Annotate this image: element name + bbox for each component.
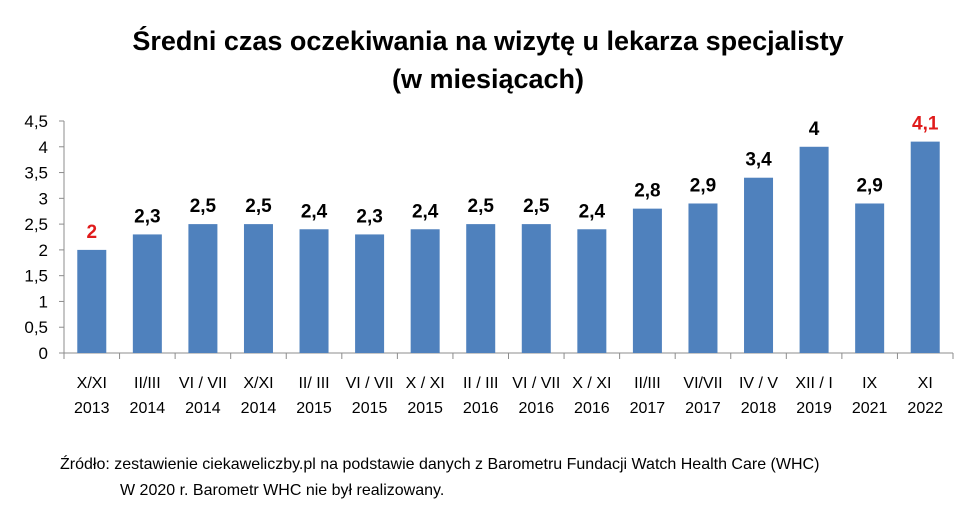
data-label: 2,9 [856, 175, 882, 196]
data-label: 2,5 [190, 196, 217, 217]
x-tick-label-period: X / XI [406, 375, 445, 392]
y-tick-label: 1,5 [24, 267, 48, 286]
bar [521, 224, 551, 353]
x-tick-label-year: 2016 [463, 400, 499, 417]
bar [77, 249, 107, 353]
bar [410, 229, 440, 353]
x-tick-label-year: 2013 [74, 400, 110, 417]
x-tick-label-year: 2017 [685, 400, 721, 417]
x-tick-label-year: 2018 [741, 400, 777, 417]
bar [299, 229, 329, 353]
data-label: 4,1 [912, 114, 939, 135]
chart-title-line2: (w miesiącach) [391, 64, 585, 94]
bar [243, 224, 273, 353]
x-tick-label-period: VI / VII [512, 375, 560, 392]
bar [632, 208, 662, 353]
data-label: 2,5 [468, 196, 495, 217]
bars [77, 141, 940, 353]
x-tick-labels: X/XI 2013 II/III 2014 VI / VII 2014 X/XI 2014 II… [74, 375, 943, 417]
x-tick-label-year: 2017 [630, 400, 666, 417]
data-label: 2,8 [634, 181, 660, 202]
y-tick-labels: 0 0,5 1 1,5 2 2,5 3 3,5 4 4,5 [24, 112, 48, 363]
x-tick-label-period: X/XI [77, 375, 107, 392]
data-label: 2,5 [245, 196, 272, 217]
y-tick-label: 2,5 [24, 215, 48, 234]
x-tick-label-period: II/ III [298, 375, 329, 392]
y-tick-label: 4 [39, 138, 48, 157]
x-tick-label-period: X/XI [243, 375, 273, 392]
bar [132, 234, 162, 353]
x-tick-label-year: 2014 [241, 400, 277, 417]
chart-title-line1: Średni czas oczekiwania na wizytę u leka… [132, 26, 844, 56]
data-label: 2,4 [579, 201, 606, 222]
x-tick-label-period: X / XI [572, 375, 611, 392]
y-tick-label: 3,5 [24, 164, 48, 183]
x-tick-label-year: 2016 [574, 400, 610, 417]
x-tick-label-period: XI [918, 375, 933, 392]
x-tick-label-period: VI / VII [346, 375, 394, 392]
x-tick-label-year: 2019 [796, 400, 832, 417]
x-tick-label-period: II / III [463, 375, 499, 392]
x-tick-label-year: 2014 [185, 400, 221, 417]
data-label: 2,3 [134, 206, 160, 227]
y-tick-label: 0,5 [24, 318, 48, 337]
x-tick-label-period: XII / I [795, 375, 832, 392]
source-note: Źródło: zestawienie ciekaweliczby.pl na … [60, 456, 820, 473]
x-tick-label-year: 2015 [296, 400, 332, 417]
data-labels: 2 2,3 2,5 2,5 2,4 2,3 2,4 2,5 2,5 2,4 2,8 2,9 3,4 4 2,… [86, 114, 938, 243]
bar [466, 224, 496, 353]
bar [577, 229, 607, 353]
bar [688, 203, 718, 353]
x-tick-label-year: 2015 [352, 400, 388, 417]
y-tick-label: 3 [39, 189, 48, 208]
bar [855, 203, 885, 353]
y-tick-label: 1 [39, 292, 48, 311]
chart-title: Średni czas oczekiwania na wizytę u leka… [0, 22, 976, 98]
y-tick-label: 4,5 [24, 112, 48, 131]
x-tick-label-period: II/III [134, 375, 161, 392]
bar [188, 224, 218, 353]
data-label: 3,4 [745, 150, 772, 171]
data-label: 2,3 [356, 206, 382, 227]
y-tick-label: 2 [39, 241, 48, 260]
data-label: 2,9 [690, 175, 716, 196]
x-tick-label-year: 2014 [130, 400, 166, 417]
year-2020-note: W 2020 r. Barometr WHC nie był realizowa… [120, 482, 445, 499]
data-label: 4 [809, 119, 820, 140]
x-tick-label-period: IV / V [739, 375, 778, 392]
x-tick-label-year: 2022 [907, 400, 943, 417]
x-tick-label-year: 2015 [407, 400, 443, 417]
x-tick-label-period: VI/VII [683, 375, 722, 392]
x-tick-label-year: 2016 [518, 400, 554, 417]
x-tick-label-year: 2021 [852, 400, 888, 417]
x-tick-label-period: VI / VII [179, 375, 227, 392]
data-label: 2,5 [523, 196, 550, 217]
bar [744, 177, 774, 353]
bar [910, 141, 940, 353]
x-tick-label-period: IX [862, 375, 877, 392]
y-tick-label: 0 [39, 344, 48, 363]
bar [355, 234, 385, 353]
data-label: 2,4 [412, 201, 439, 222]
data-label: 2,4 [301, 201, 328, 222]
data-label: 2 [86, 222, 97, 243]
x-tick-label-period: II/III [634, 375, 661, 392]
bar [799, 146, 829, 353]
